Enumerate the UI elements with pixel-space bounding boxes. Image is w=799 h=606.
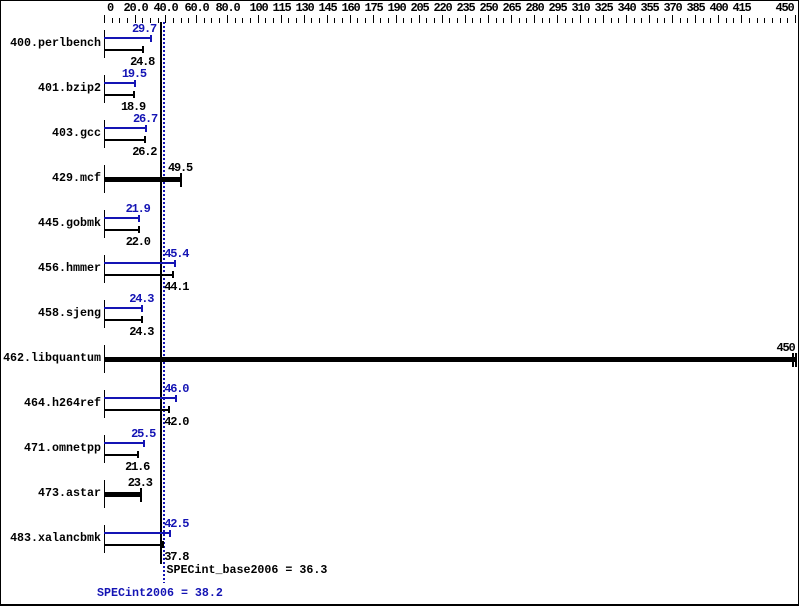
- svg-text:19.5: 19.5: [122, 67, 147, 81]
- svg-text:44.1: 44.1: [164, 280, 189, 294]
- svg-text:42.5: 42.5: [164, 517, 189, 531]
- svg-text:340: 340: [617, 1, 636, 15]
- svg-text:355: 355: [640, 1, 659, 15]
- svg-text:458.sjeng: 458.sjeng: [38, 306, 101, 320]
- svg-text:400: 400: [709, 1, 728, 15]
- svg-text:130: 130: [295, 1, 314, 15]
- svg-text:24.8: 24.8: [130, 55, 155, 69]
- svg-text:403.gcc: 403.gcc: [52, 126, 101, 140]
- svg-text:37.8: 37.8: [164, 550, 189, 564]
- svg-text:18.9: 18.9: [121, 100, 146, 114]
- svg-text:250: 250: [479, 1, 498, 15]
- svg-text:49.5: 49.5: [168, 161, 193, 175]
- svg-text:310: 310: [571, 1, 590, 15]
- svg-text:450: 450: [776, 341, 795, 355]
- svg-text:462.libquantum: 462.libquantum: [3, 351, 101, 365]
- svg-text:46.0: 46.0: [164, 382, 189, 396]
- svg-text:SPECint_base2006 = 36.3: SPECint_base2006 = 36.3: [167, 563, 328, 577]
- svg-text:400.perlbench: 400.perlbench: [10, 36, 101, 50]
- svg-text:26.7: 26.7: [133, 112, 158, 126]
- svg-text:450: 450: [775, 1, 794, 15]
- svg-text:42.0: 42.0: [164, 415, 189, 429]
- svg-text:464.h264ref: 464.h264ref: [24, 396, 101, 410]
- svg-text:0: 0: [107, 1, 114, 15]
- svg-text:29.7: 29.7: [132, 22, 157, 36]
- svg-text:429.mcf: 429.mcf: [52, 171, 101, 185]
- svg-text:24.3: 24.3: [129, 325, 154, 339]
- svg-text:220: 220: [433, 1, 452, 15]
- svg-text:370: 370: [663, 1, 682, 15]
- svg-text:22.0: 22.0: [126, 235, 151, 249]
- svg-text:280: 280: [525, 1, 544, 15]
- svg-text:325: 325: [594, 1, 613, 15]
- svg-text:40.0: 40.0: [153, 1, 178, 15]
- svg-text:401.bzip2: 401.bzip2: [38, 81, 101, 95]
- svg-text:20.0: 20.0: [123, 1, 148, 15]
- svg-text:265: 265: [502, 1, 521, 15]
- svg-text:100: 100: [249, 1, 268, 15]
- svg-text:445.gobmk: 445.gobmk: [38, 216, 101, 230]
- svg-text:415: 415: [732, 1, 751, 15]
- svg-text:175: 175: [364, 1, 383, 15]
- svg-text:235: 235: [456, 1, 475, 15]
- svg-text:456.hmmer: 456.hmmer: [38, 261, 101, 275]
- svg-text:385: 385: [686, 1, 705, 15]
- svg-text:45.4: 45.4: [164, 247, 189, 261]
- svg-text:25.5: 25.5: [131, 427, 156, 441]
- svg-text:60.0: 60.0: [184, 1, 209, 15]
- svg-text:21.6: 21.6: [125, 460, 150, 474]
- svg-text:SPECint2006 = 38.2: SPECint2006 = 38.2: [97, 586, 223, 600]
- svg-text:483.xalancbmk: 483.xalancbmk: [10, 531, 101, 545]
- svg-text:21.9: 21.9: [126, 202, 151, 216]
- svg-text:23.3: 23.3: [128, 476, 153, 490]
- svg-text:473.astar: 473.astar: [38, 486, 101, 500]
- svg-text:145: 145: [318, 1, 337, 15]
- svg-text:190: 190: [387, 1, 406, 15]
- svg-text:160: 160: [341, 1, 360, 15]
- svg-text:295: 295: [548, 1, 567, 15]
- svg-text:205: 205: [410, 1, 429, 15]
- svg-text:24.3: 24.3: [129, 292, 154, 306]
- svg-text:26.2: 26.2: [132, 145, 157, 159]
- svg-text:115: 115: [272, 1, 291, 15]
- svg-text:471.omnetpp: 471.omnetpp: [24, 441, 101, 455]
- svg-text:80.0: 80.0: [215, 1, 240, 15]
